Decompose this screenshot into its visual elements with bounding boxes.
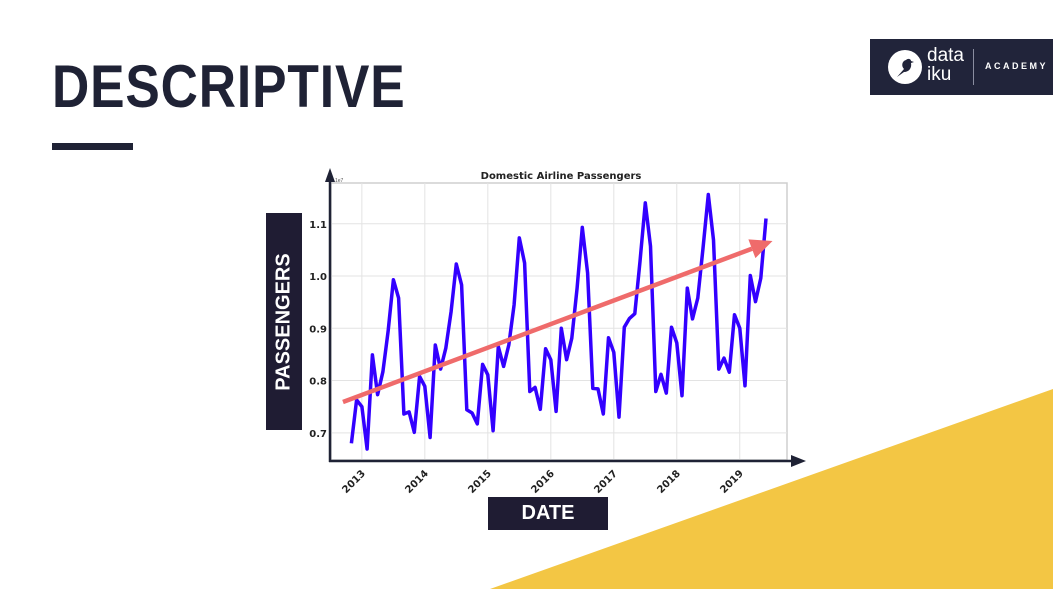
chart-title: Domestic Airline Passengers (481, 171, 642, 182)
x-tick-label: 2015 (466, 468, 493, 495)
bird-icon (888, 50, 922, 84)
logo-line1: data (927, 45, 964, 66)
x-tick-label: 2017 (592, 468, 619, 495)
x-tick-label: 2018 (655, 468, 682, 495)
x-axis-arrow-icon (791, 455, 806, 467)
x-tick-label: 2019 (718, 468, 745, 495)
passengers-series-line (349, 192, 768, 451)
trend-arrow-head-icon (748, 239, 773, 259)
logo-wordmark: data iku (927, 46, 964, 84)
y-offset-text: 1e7 (335, 178, 344, 184)
logo-line2: iku (927, 64, 952, 85)
y-tick-label: 1.0 (309, 272, 327, 283)
y-axis-label: PASSENGERS (272, 252, 295, 391)
x-tick-label: 2014 (403, 468, 430, 495)
yellow-accent-shape (490, 389, 1053, 589)
y-axis-arrow-icon (325, 168, 335, 182)
slide-title: DESCRIPTIVE (52, 53, 406, 120)
y-tick-label: 0.7 (309, 429, 327, 440)
y-tick-label: 1.1 (309, 220, 327, 231)
y-axis-label-box: PASSENGERS (266, 213, 302, 430)
y-tick-label: 0.8 (309, 377, 327, 388)
y-tick-label: 0.9 (309, 324, 327, 335)
x-tick-label: 2013 (341, 468, 368, 495)
logo-divider (973, 49, 974, 85)
line-chart: 2013 2014 2015 2016 2017 2018 2019 0.7 0.8 0.9 1.0… (309, 168, 806, 496)
x-axis-label-box: DATE (488, 497, 608, 530)
trend-arrow-line (342, 246, 753, 405)
logo-tagline: ACADEMY (985, 61, 1049, 71)
title-underline (52, 143, 133, 150)
dataiku-academy-logo: data iku ACADEMY (870, 39, 1053, 95)
x-tick-label: 2016 (529, 468, 556, 495)
